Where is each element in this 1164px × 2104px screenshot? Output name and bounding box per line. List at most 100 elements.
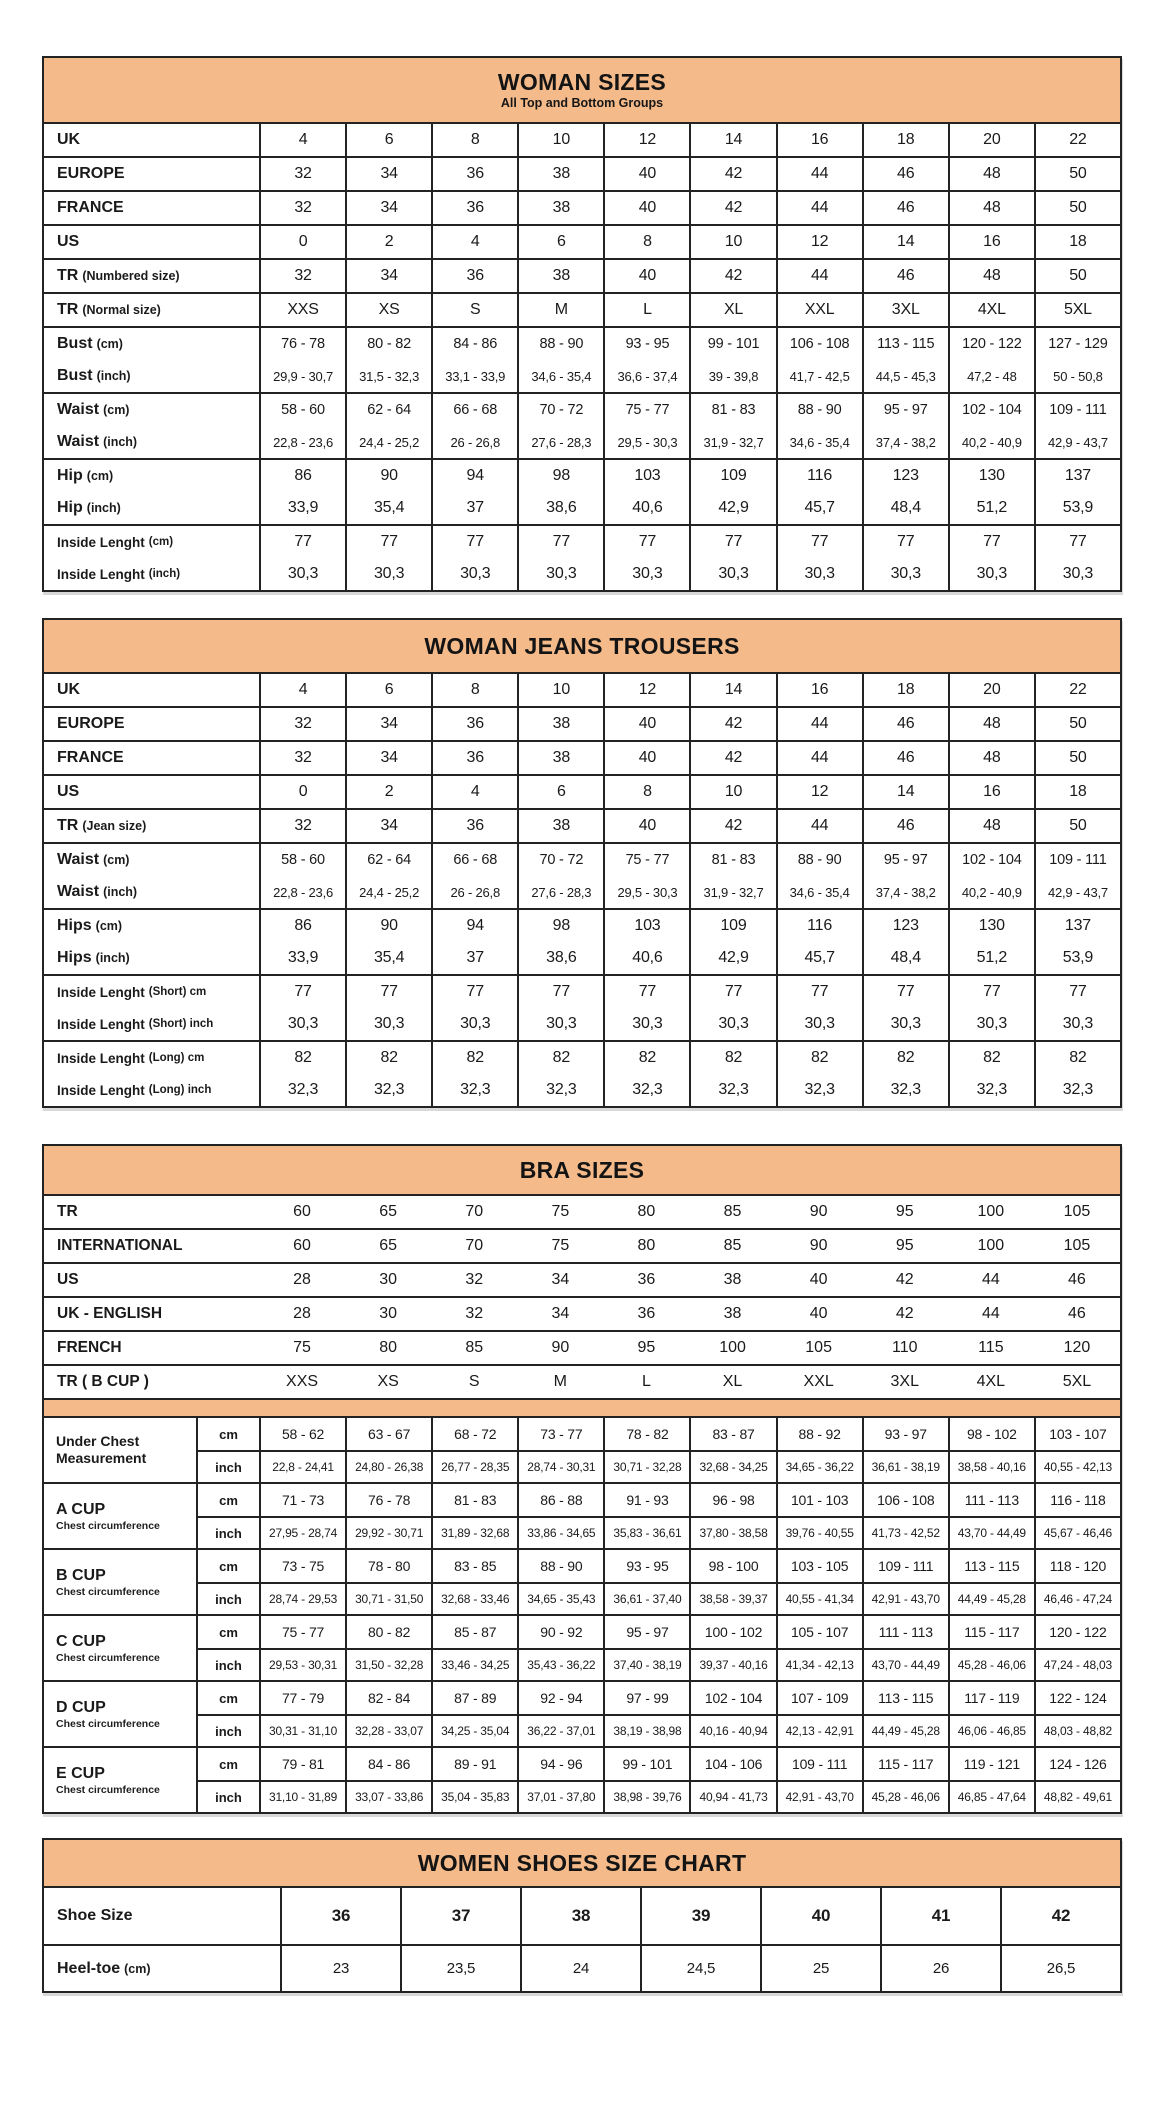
row-group: EUROPE 32 34 36 38 40 42 44 46 48 50 — [44, 156, 1120, 190]
value-cell: 41,34 - 42,13 — [775, 1648, 862, 1680]
value-cell: 95 — [895, 1203, 914, 1220]
row-group: Bust (cm) 76 - 78 80 - 82 84 - 86 88 - 90 93 -… — [44, 326, 1120, 392]
table-row: Shoe Size 36 37 38 39 40 41 42 — [44, 1888, 1120, 1944]
value-cell: 100 — [977, 1203, 1005, 1220]
value-cell: 105 - 107 — [775, 1616, 862, 1648]
value-cell: 33,46 - 34,25 — [431, 1648, 518, 1680]
value-cell: 82 — [345, 1042, 431, 1074]
row-label: TR (Normal size) — [44, 294, 259, 326]
value-cell: 42,91 - 43,70 — [861, 1582, 948, 1614]
value-cell: 71 - 73 — [259, 1484, 345, 1516]
value-cell: 12 — [775, 226, 862, 258]
value-cell: 37,40 - 38,19 — [603, 1648, 690, 1680]
value-cell: 95 - 97 — [861, 394, 948, 426]
value-cell: 16 — [947, 776, 1034, 808]
value-cell: 34 — [551, 1305, 570, 1322]
row-label: Inside Lenght (cm) — [44, 526, 259, 558]
size-chart-document: WOMAN SIZES All Top and Bottom Groups UK 4 6… — [0, 56, 1164, 1993]
value-cell: 50 — [1033, 260, 1120, 292]
value-cell: 31,9 - 32,7 — [689, 426, 775, 458]
value-cell: 33,9 — [259, 942, 345, 974]
value-cell: 58 - 60 — [259, 844, 345, 876]
cup-name: C CUP — [56, 1632, 106, 1650]
value-cell: 106 - 108 — [775, 328, 862, 360]
value-cell: 123 — [861, 460, 948, 492]
row-group: US 0 2 4 6 8 10 12 14 16 18 — [44, 774, 1120, 808]
row-group: Inside Lenght (Long) cm 82 82 82 82 82 82 82 82 82… — [44, 1040, 1120, 1106]
value-cell: 38,58 - 40,16 — [947, 1450, 1034, 1482]
value-cell: 73 - 77 — [517, 1418, 603, 1450]
value-cell: 111 - 113 — [861, 1616, 948, 1648]
value-cell: 28,74 - 29,53 — [259, 1582, 346, 1614]
value-cell: 34 — [345, 810, 431, 842]
value-cell: 82 — [259, 1042, 345, 1074]
value-cell: 34,6 - 35,4 — [517, 360, 603, 392]
unit-cell: cm — [196, 1418, 259, 1450]
value-cell: 8 — [431, 124, 517, 156]
value-cell: 8 — [603, 776, 689, 808]
value-cell: 3XL — [890, 1373, 919, 1390]
value-cell: 95 - 97 — [603, 1616, 689, 1648]
value-cell: XXL — [775, 294, 862, 326]
value-cell: 8 — [431, 674, 517, 706]
value-cell: 26,77 - 28,35 — [431, 1450, 518, 1482]
value-cell: 50 — [1033, 708, 1120, 740]
value-cell: 4 — [431, 776, 517, 808]
row-label: Inside Lenght (Short) cm — [44, 976, 259, 1008]
value-cell: 48 — [947, 708, 1034, 740]
value-cell: 75 - 77 — [603, 844, 689, 876]
value-cell: 44,5 - 45,3 — [861, 360, 948, 392]
table-row: Bust (cm) 76 - 78 80 - 82 84 - 86 88 - 90 93 -… — [44, 328, 1120, 360]
value-cell: 38 — [723, 1271, 742, 1288]
value-cell: 30,3 — [345, 1008, 431, 1040]
value-cell: 24 — [520, 1946, 640, 1991]
table-row: Hips (cm) 86 90 94 98 103 109 116 123 130 137 — [44, 910, 1120, 942]
row-label: Bust (inch) — [44, 360, 259, 392]
value-cell: XL — [689, 294, 775, 326]
value-cell: 40 — [809, 1305, 828, 1322]
value-cell: 45,67 - 46,46 — [1033, 1516, 1120, 1548]
value-cell: 84 - 86 — [431, 328, 517, 360]
value-cell: 76 - 78 — [345, 1484, 431, 1516]
table-row: TR (Numbered size) 32 34 36 38 40 42 44 46 48 50 — [44, 260, 1120, 292]
value-cell: 137 — [1033, 910, 1120, 942]
value-cell: 82 — [517, 1042, 603, 1074]
value-cell: 42,9 — [689, 492, 775, 524]
value-cell: 32 — [259, 192, 345, 224]
value-cell: 34 — [345, 158, 431, 190]
value-cell: 36 — [637, 1271, 656, 1288]
row-label: Hip (inch) — [44, 492, 259, 524]
value-cell: 42,9 - 43,7 — [1033, 426, 1120, 458]
value-cell: 30,3 — [861, 558, 948, 590]
value-cell: 32,3 — [603, 1074, 689, 1106]
value-cell: 5XL — [1033, 294, 1120, 326]
value-cell: 42 — [689, 742, 775, 774]
value-cell: 38 — [517, 708, 603, 740]
value-cell: XS — [377, 1373, 399, 1390]
value-cell: 34 — [345, 708, 431, 740]
value-cell: 37 — [431, 942, 517, 974]
value-cell: 14 — [689, 124, 775, 156]
value-cell: 29,9 - 30,7 — [259, 360, 345, 392]
value-cell: 34 — [345, 742, 431, 774]
row-label: Inside Lenght (Long) inch — [44, 1074, 259, 1106]
value-cell: 93 - 95 — [603, 1550, 689, 1582]
table-shoes: WOMEN SHOES SIZE CHART Shoe Size 36 37 38 39 4… — [42, 1838, 1122, 1993]
table-row: FRENCH 75 80 85 90 95 100 105 110 115 120 — [44, 1330, 1120, 1364]
value-cell: 16 — [775, 674, 862, 706]
value-cell: 45,28 - 46,06 — [861, 1780, 948, 1812]
cup-label: E CUP Chest circumference — [44, 1748, 196, 1812]
row-label-text: UK — [57, 681, 81, 698]
row-label-text: TR — [57, 301, 79, 318]
value-cell: 77 — [603, 976, 689, 1008]
value-cell: 25 — [760, 1946, 880, 1991]
table-row: FRANCE 32 34 36 38 40 42 44 46 48 50 — [44, 742, 1120, 774]
value-cell: 37 — [400, 1888, 520, 1944]
row-label: TR ( B CUP ) — [57, 1373, 149, 1390]
value-cell: 77 - 79 — [259, 1682, 345, 1714]
row-label: Bust (cm) — [44, 328, 259, 360]
value-cell: 36 — [280, 1888, 400, 1944]
value-cell: 48,4 — [861, 942, 948, 974]
row-label: Heel-toe (cm) — [44, 1946, 280, 1991]
value-cell: 80 — [637, 1237, 656, 1254]
